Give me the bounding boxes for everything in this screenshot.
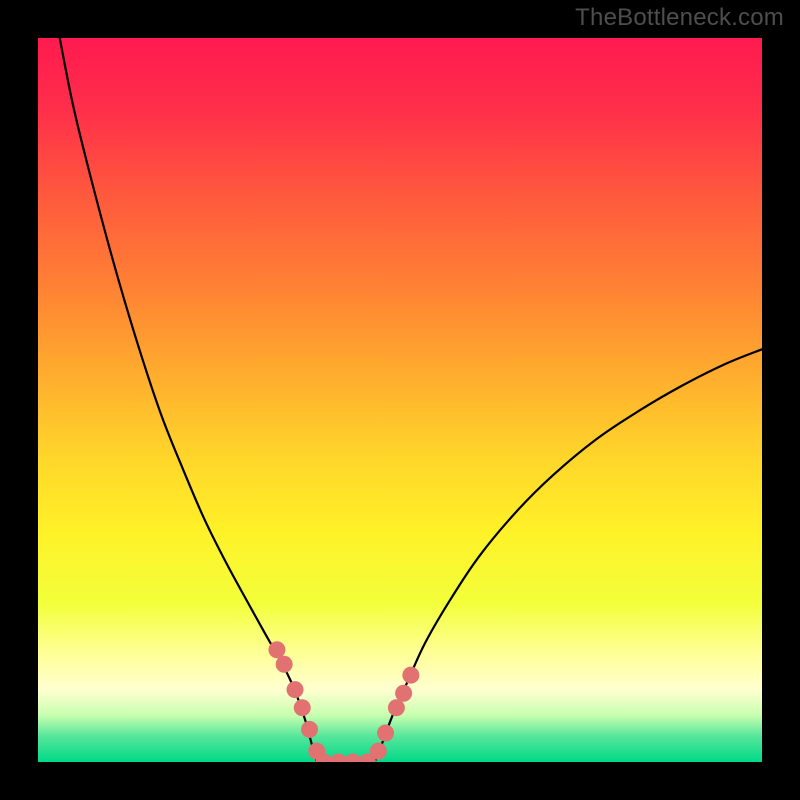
chart-stage: TheBottleneck.com (0, 0, 800, 800)
marker-left-2 (287, 681, 304, 698)
plot-background (38, 38, 762, 762)
marker-left-0 (268, 641, 285, 658)
marker-right-4 (402, 667, 419, 684)
bottleneck-chart-svg (0, 0, 800, 800)
marker-right-3 (395, 685, 412, 702)
marker-right-1 (377, 725, 394, 742)
marker-right-2 (388, 699, 405, 716)
marker-left-3 (294, 699, 311, 716)
marker-left-4 (301, 721, 318, 738)
marker-left-1 (276, 656, 293, 673)
marker-right-0 (370, 743, 387, 760)
